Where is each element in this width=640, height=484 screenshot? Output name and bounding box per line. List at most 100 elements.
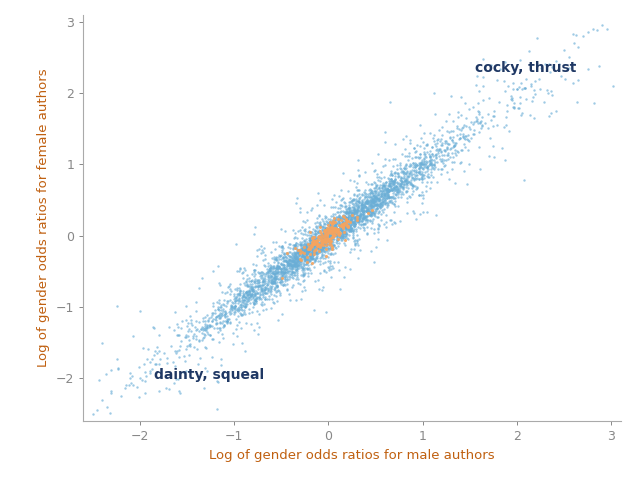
Point <box>384 187 394 195</box>
Point <box>399 180 409 188</box>
Point <box>394 217 404 225</box>
Point <box>298 270 308 278</box>
Point <box>341 223 351 231</box>
Point <box>369 202 379 210</box>
Point <box>252 282 262 290</box>
Point <box>292 257 303 265</box>
Point <box>367 191 378 199</box>
Point <box>223 283 234 291</box>
Point <box>385 197 396 205</box>
Point <box>508 85 518 92</box>
Point <box>266 278 276 286</box>
Point <box>298 241 308 249</box>
Point <box>214 318 225 326</box>
Point <box>212 312 223 320</box>
Point <box>321 236 331 243</box>
Point <box>275 252 285 260</box>
Point <box>381 179 391 186</box>
Point <box>421 157 431 165</box>
Point <box>248 283 259 290</box>
Point <box>291 266 301 273</box>
Point <box>321 233 332 241</box>
Point <box>345 194 355 202</box>
Point <box>380 193 390 200</box>
Point <box>474 87 484 95</box>
Point <box>370 205 380 212</box>
Point <box>344 203 354 211</box>
Point <box>488 143 498 151</box>
Point <box>290 250 300 257</box>
Point <box>297 223 307 231</box>
Point <box>320 226 330 233</box>
Point <box>282 254 292 262</box>
Point <box>176 337 186 345</box>
Point <box>448 133 458 141</box>
Point <box>297 249 307 257</box>
Point <box>277 261 287 269</box>
Point <box>362 197 372 205</box>
Point <box>200 317 210 325</box>
Point <box>516 86 527 93</box>
Point <box>277 274 287 282</box>
Point <box>386 193 396 201</box>
Point <box>300 242 310 250</box>
Point <box>381 195 392 202</box>
Point <box>220 309 230 317</box>
Point <box>334 232 344 240</box>
Point <box>388 178 399 186</box>
Point <box>326 220 337 228</box>
Point <box>289 268 299 275</box>
Point <box>447 165 457 172</box>
Point <box>272 272 282 280</box>
Point <box>361 207 371 215</box>
Point <box>201 326 211 333</box>
Point <box>161 384 171 392</box>
Point <box>371 205 381 212</box>
Point <box>272 264 282 272</box>
Point <box>310 249 320 257</box>
Point <box>222 318 232 325</box>
Point <box>338 211 348 218</box>
Point <box>244 293 255 301</box>
Point <box>478 96 488 104</box>
Point <box>294 259 304 267</box>
Point <box>340 202 350 210</box>
Point <box>349 206 360 214</box>
Point <box>337 229 348 237</box>
Point <box>287 263 297 271</box>
Point <box>383 182 394 189</box>
Point <box>140 377 150 384</box>
Point <box>326 212 336 220</box>
Point <box>329 231 339 239</box>
Point <box>387 192 397 199</box>
Point <box>308 234 319 242</box>
Point <box>314 233 324 241</box>
Point <box>253 269 264 277</box>
Point <box>249 268 259 276</box>
Point <box>273 258 284 266</box>
Point <box>387 179 397 186</box>
Point <box>297 251 307 259</box>
Point <box>369 198 379 206</box>
Point <box>298 272 308 280</box>
Point <box>319 224 329 232</box>
Point <box>315 257 325 265</box>
Point <box>255 283 265 290</box>
Point <box>331 223 341 231</box>
Point <box>184 341 194 349</box>
Point <box>384 175 394 183</box>
Point <box>303 249 313 257</box>
Point <box>350 208 360 216</box>
Point <box>220 312 230 320</box>
Point <box>419 171 429 179</box>
Point <box>416 160 426 167</box>
Point <box>386 216 396 224</box>
Point <box>214 324 224 332</box>
Point <box>415 160 426 167</box>
Point <box>266 279 276 287</box>
Point <box>395 187 405 195</box>
Point <box>378 209 388 216</box>
Point <box>340 209 351 217</box>
Point <box>226 303 236 311</box>
Point <box>321 224 331 232</box>
